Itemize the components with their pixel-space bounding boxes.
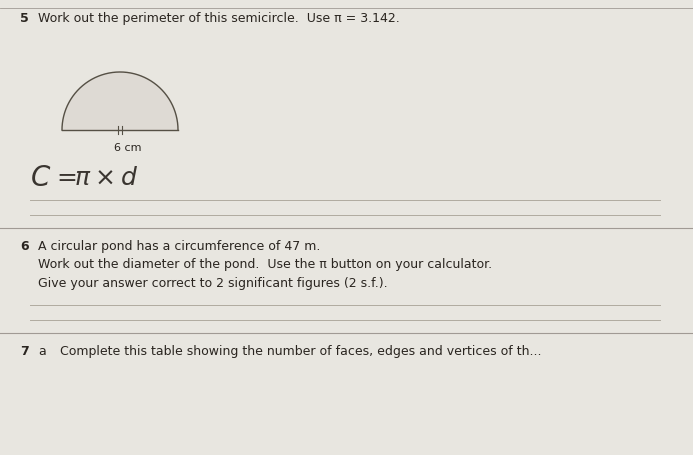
Polygon shape bbox=[62, 72, 178, 130]
Text: 5: 5 bbox=[20, 12, 28, 25]
Text: $C$: $C$ bbox=[30, 165, 51, 192]
Text: a: a bbox=[38, 345, 46, 358]
Text: A circular pond has a circumference of 47 m.: A circular pond has a circumference of 4… bbox=[38, 240, 320, 253]
Text: $=\!\!\pi \times d$: $=\!\!\pi \times d$ bbox=[52, 167, 139, 190]
Text: Work out the perimeter of this semicircle.  Use π = 3.142.: Work out the perimeter of this semicircl… bbox=[38, 12, 400, 25]
Text: 6: 6 bbox=[20, 240, 28, 253]
Text: 7: 7 bbox=[20, 345, 28, 358]
Text: Complete this table showing the number of faces, edges and vertices of th...: Complete this table showing the number o… bbox=[60, 345, 541, 358]
Text: Work out the diameter of the pond.  Use the π button on your calculator.: Work out the diameter of the pond. Use t… bbox=[38, 258, 492, 271]
Text: 6 cm: 6 cm bbox=[114, 143, 142, 153]
Text: Give your answer correct to 2 significant figures (2 s.f.).: Give your answer correct to 2 significan… bbox=[38, 277, 387, 290]
